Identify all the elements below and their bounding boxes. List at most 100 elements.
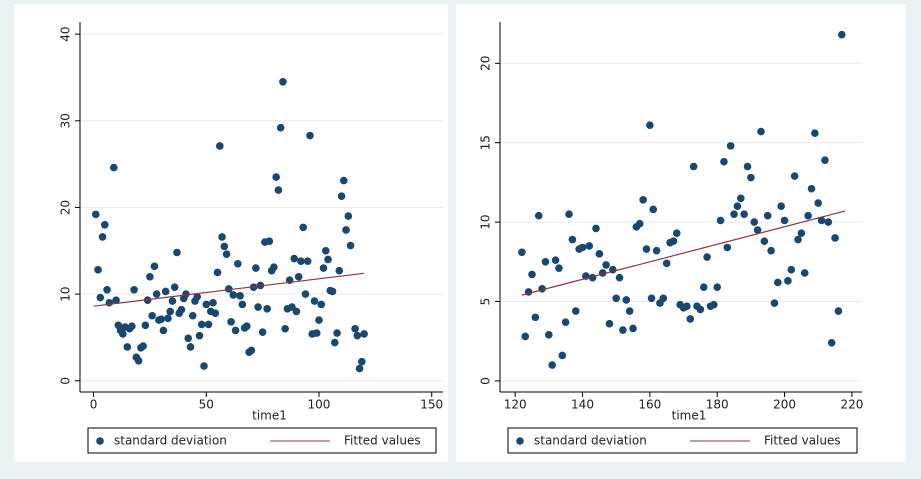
point	[555, 264, 563, 272]
point	[592, 224, 600, 233]
point	[213, 268, 222, 277]
point	[713, 283, 721, 291]
point	[333, 329, 341, 337]
point	[790, 172, 799, 180]
point	[760, 237, 769, 245]
point	[270, 263, 278, 272]
point	[770, 299, 779, 307]
point	[710, 300, 718, 309]
point	[743, 162, 752, 171]
point	[652, 246, 661, 255]
point	[310, 297, 319, 305]
point	[736, 194, 745, 203]
point	[279, 77, 287, 86]
point	[545, 331, 553, 339]
point	[103, 285, 111, 294]
point	[804, 211, 812, 220]
point	[703, 253, 711, 261]
y-tick-label: 10	[59, 286, 73, 301]
point	[91, 210, 100, 219]
point	[152, 290, 161, 298]
legend-label: standard deviation	[114, 434, 227, 448]
x-tick-label: 220	[840, 398, 863, 412]
point	[794, 235, 802, 244]
point	[605, 319, 614, 328]
point	[105, 298, 114, 307]
point	[642, 245, 651, 253]
point	[807, 184, 816, 193]
x-tick-label: 180	[706, 398, 729, 412]
point	[827, 338, 836, 347]
point	[625, 307, 634, 315]
point	[141, 321, 150, 330]
point	[669, 237, 678, 245]
point	[551, 256, 560, 264]
point	[672, 229, 681, 238]
x-axis-title: time1	[672, 409, 707, 423]
point	[837, 30, 846, 39]
point	[182, 290, 190, 298]
point	[726, 142, 735, 150]
point	[548, 361, 556, 369]
panel	[456, 4, 906, 462]
point	[335, 266, 344, 275]
point	[753, 226, 762, 234]
point	[134, 357, 143, 365]
point	[696, 305, 705, 314]
point	[186, 343, 195, 351]
point	[814, 199, 823, 207]
point	[747, 173, 755, 182]
point	[306, 131, 314, 140]
point	[258, 328, 267, 337]
point	[225, 285, 233, 293]
point	[159, 326, 168, 335]
y-tick-label: 15	[479, 135, 493, 150]
point	[521, 332, 530, 341]
x-tick-label: 50	[199, 398, 214, 412]
point	[96, 293, 105, 302]
x-axis-title: time1	[252, 409, 287, 423]
point	[170, 283, 179, 291]
x-tick-label: 150	[420, 398, 443, 412]
point	[811, 129, 819, 137]
point	[659, 294, 668, 303]
point	[324, 255, 332, 264]
point	[112, 296, 120, 304]
point	[639, 196, 647, 204]
point	[319, 264, 328, 272]
point	[612, 294, 620, 303]
legend-label: standard deviation	[534, 434, 647, 448]
point	[254, 303, 262, 311]
point	[211, 309, 220, 317]
point	[303, 257, 312, 265]
point	[299, 223, 308, 232]
point	[817, 216, 826, 225]
y-tick-label: 10	[479, 214, 493, 229]
point	[321, 246, 330, 255]
point	[204, 320, 213, 329]
point	[565, 210, 573, 218]
fitted-line	[93, 272, 365, 307]
point	[534, 211, 543, 220]
point	[222, 250, 231, 259]
y-tick-label: 0	[59, 377, 73, 385]
point	[238, 300, 247, 309]
point	[173, 248, 181, 257]
y-tick-label: 5	[479, 298, 493, 306]
point	[686, 315, 695, 323]
point	[215, 142, 224, 150]
point	[571, 307, 580, 315]
point	[101, 220, 109, 229]
point	[730, 210, 738, 218]
point	[274, 186, 283, 194]
legend-label: Fitted values	[764, 434, 841, 448]
point	[200, 362, 208, 370]
point	[197, 320, 206, 329]
point	[252, 264, 260, 272]
x-tick-label: 100	[308, 398, 331, 412]
point	[315, 316, 323, 324]
point	[202, 300, 211, 309]
point	[763, 211, 772, 220]
point	[528, 270, 536, 279]
point	[797, 229, 806, 238]
